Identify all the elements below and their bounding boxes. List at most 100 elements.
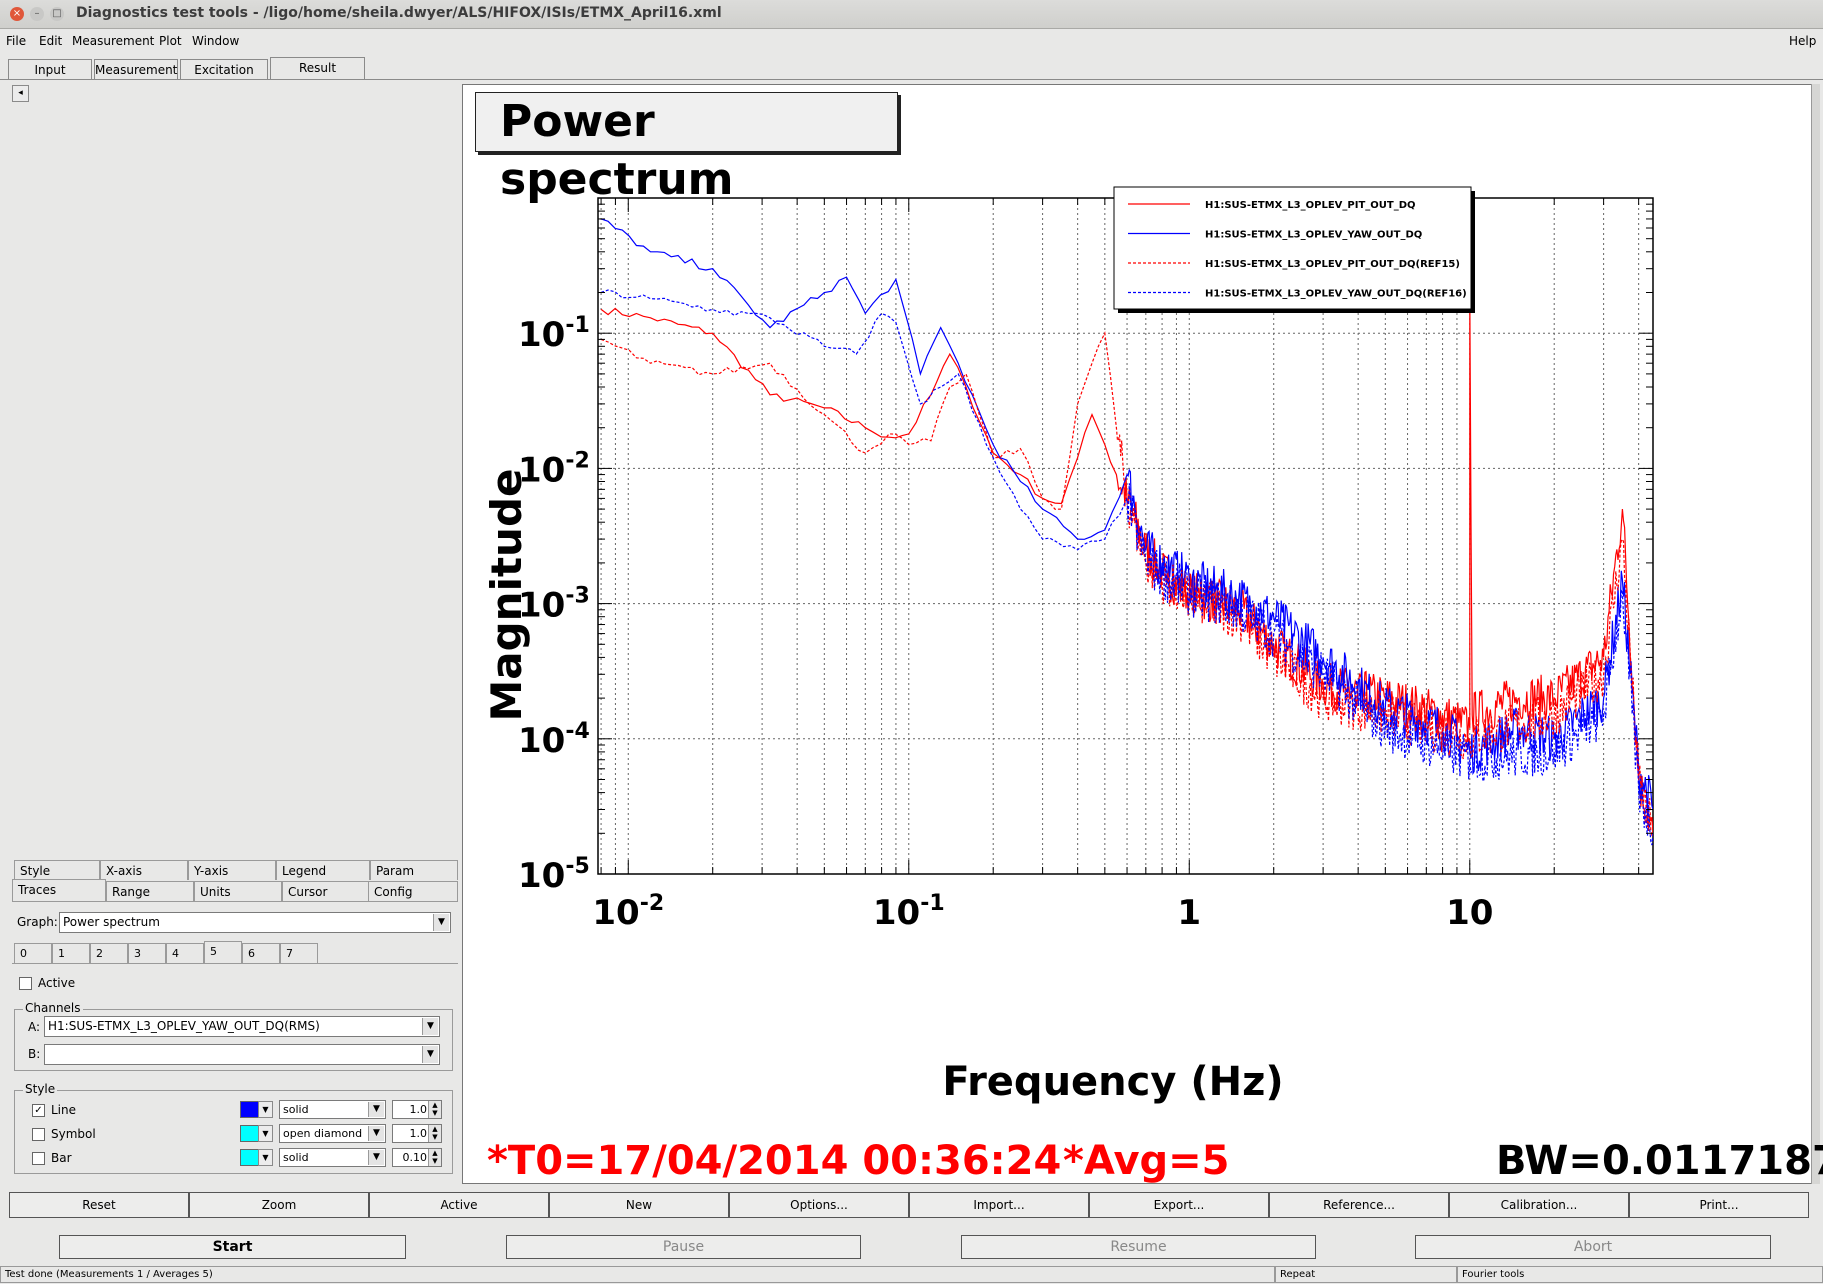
- channels-group: Channels: [14, 1001, 453, 1071]
- line-color-swatch[interactable]: [240, 1101, 260, 1118]
- line-checkbox[interactable]: ✓: [32, 1104, 45, 1117]
- symbol-checkbox[interactable]: [32, 1128, 45, 1141]
- bar-checkbox[interactable]: [32, 1152, 45, 1165]
- menu-file[interactable]: File: [6, 34, 27, 48]
- trace-tab-0[interactable]: 0: [14, 943, 52, 963]
- pause-button[interactable]: Pause: [506, 1235, 861, 1259]
- tab-param[interactable]: Param: [370, 860, 458, 880]
- chevron-down-icon: ▼: [368, 1102, 384, 1117]
- series-line-3: [600, 289, 1653, 846]
- legend-box: [1113, 186, 1472, 310]
- tab-divider: [0, 79, 1823, 80]
- maximize-icon[interactable]: □: [50, 7, 64, 21]
- print-button[interactable]: Print...: [1629, 1192, 1809, 1218]
- menu-plot[interactable]: Plot: [159, 34, 182, 48]
- legend-label-1: H1:SUS-ETMX_L3_OPLEV_YAW_OUT_DQ: [1205, 230, 1422, 241]
- line-style-select[interactable]: solid ▼: [279, 1100, 386, 1119]
- chevron-down-icon[interactable]: ▼: [258, 1125, 273, 1142]
- reset-button[interactable]: Reset: [9, 1192, 189, 1218]
- tab-excitation[interactable]: Excitation: [180, 59, 268, 79]
- tab-input[interactable]: Input: [8, 59, 92, 79]
- power-spectrum-chart[interactable]: 10-2 10-1 1 10 10-1 10-2 10-3 10-4 10-5 H1:SUS-E…: [463, 85, 1809, 1183]
- channel-a-select[interactable]: H1:SUS-ETMX_L3_OPLEV_YAW_OUT_DQ(RMS) ▼: [44, 1016, 440, 1037]
- symbol-style-select[interactable]: open diamond ▼: [279, 1124, 386, 1143]
- trace-tab-4[interactable]: 4: [166, 943, 204, 963]
- legend-label-3: H1:SUS-ETMX_L3_OPLEV_YAW_OUT_DQ(REF16): [1205, 289, 1467, 300]
- spinner-arrows-icon[interactable]: ▲ ▼: [428, 1149, 441, 1166]
- trace-tab-2[interactable]: 2: [90, 943, 128, 963]
- menu-window[interactable]: Window: [192, 34, 240, 48]
- menu-measurement[interactable]: Measurement: [72, 34, 155, 48]
- bar-color-swatch[interactable]: [240, 1149, 260, 1166]
- chevron-down-icon[interactable]: ▼: [258, 1149, 273, 1166]
- tab-cursor[interactable]: Cursor: [282, 881, 374, 901]
- new-button[interactable]: New: [549, 1192, 729, 1218]
- t0-label: *T0=17/04/2014 00:36:24: [487, 1138, 1062, 1184]
- tab-range[interactable]: Range: [106, 881, 194, 901]
- start-button[interactable]: Start: [59, 1235, 406, 1259]
- close-icon[interactable]: ×: [10, 7, 24, 21]
- tab-style[interactable]: Style: [14, 860, 100, 880]
- x-axis-label: Frequency (Hz): [942, 1059, 1283, 1105]
- active-checkbox[interactable]: [19, 977, 32, 990]
- series-line-1: [600, 218, 1653, 817]
- x-tick-label: 1: [1177, 893, 1201, 933]
- graph-select[interactable]: Power spectrum ▼: [59, 912, 451, 933]
- menu-edit[interactable]: Edit: [39, 34, 63, 48]
- resume-button[interactable]: Resume: [961, 1235, 1316, 1259]
- bar-label: Bar: [51, 1151, 72, 1165]
- tab-result[interactable]: Result: [270, 57, 365, 80]
- tab-config[interactable]: Config: [368, 881, 458, 901]
- settings-divider: [12, 901, 458, 902]
- trace-tab-7[interactable]: 7: [280, 943, 318, 963]
- chevron-down-icon: ▼: [422, 1018, 438, 1035]
- options-button[interactable]: Options...: [729, 1192, 909, 1218]
- menu-help[interactable]: Help: [1789, 34, 1817, 48]
- tab-legend[interactable]: Legend: [276, 860, 370, 880]
- x-tick-label: 10: [1446, 893, 1493, 933]
- symbol-color-swatch[interactable]: [240, 1125, 260, 1142]
- line-label: Line: [51, 1103, 77, 1117]
- chevron-down-icon: ▼: [368, 1150, 384, 1165]
- x-tick-label: 10-1: [873, 891, 945, 933]
- plot-panel[interactable]: [462, 84, 1820, 1184]
- export-button[interactable]: Export...: [1089, 1192, 1269, 1218]
- x-tick-label: 10-2: [592, 891, 664, 933]
- window-title: Diagnostics test tools - /ligo/home/shei…: [76, 5, 722, 21]
- trace-tab-6[interactable]: 6: [242, 943, 280, 963]
- calibration-button[interactable]: Calibration...: [1449, 1192, 1629, 1218]
- minimize-icon[interactable]: –: [30, 7, 44, 21]
- trace-tab-3[interactable]: 3: [128, 943, 166, 963]
- tab-units[interactable]: Units: [194, 881, 282, 901]
- avg-label: *Avg=5: [1063, 1138, 1230, 1184]
- trace-tab-1[interactable]: 1: [52, 943, 90, 963]
- symbol-size-spinner[interactable]: 1.0 ▲ ▼: [392, 1124, 442, 1143]
- channel-b-select[interactable]: ▼: [44, 1044, 440, 1065]
- channel-a-value: H1:SUS-ETMX_L3_OPLEV_YAW_OUT_DQ(RMS): [48, 1019, 320, 1033]
- tab-measurement[interactable]: Measurement: [94, 59, 178, 79]
- tab-traces[interactable]: Traces: [12, 879, 106, 901]
- bar-style-select[interactable]: solid ▼: [279, 1148, 386, 1167]
- trace-tab-5[interactable]: 5: [204, 941, 242, 963]
- bar-style-value: solid: [283, 1151, 309, 1164]
- y-tick-label: 10-1: [518, 313, 590, 355]
- tab-x-axis[interactable]: X-axis: [100, 860, 188, 880]
- y-tick-label: 10-2: [518, 448, 590, 490]
- chevron-down-icon: ▼: [422, 1046, 438, 1063]
- import-button[interactable]: Import...: [909, 1192, 1089, 1218]
- plot-scrollbar[interactable]: [1811, 84, 1820, 1184]
- line-width-spinner[interactable]: 1.0 ▲ ▼: [392, 1100, 442, 1119]
- menu-bar: File Edit Measurement Plot Window Help: [0, 30, 1823, 52]
- bar-width-spinner[interactable]: 0.10 ▲ ▼: [392, 1148, 442, 1167]
- abort-button[interactable]: Abort: [1415, 1235, 1771, 1259]
- spinner-arrows-icon[interactable]: ▲ ▼: [428, 1101, 441, 1118]
- chevron-down-icon[interactable]: ▼: [258, 1101, 273, 1118]
- active-button[interactable]: Active: [369, 1192, 549, 1218]
- reference-button[interactable]: Reference...: [1269, 1192, 1449, 1218]
- spinner-arrows-icon[interactable]: ▲ ▼: [428, 1125, 441, 1142]
- symbol-size-value: 1.0: [409, 1127, 428, 1140]
- tab-y-axis[interactable]: Y-axis: [188, 860, 276, 880]
- zoom-button[interactable]: Zoom: [189, 1192, 369, 1218]
- collapse-arrow-icon[interactable]: ◂: [12, 85, 29, 102]
- channels-label: Channels: [23, 1001, 83, 1015]
